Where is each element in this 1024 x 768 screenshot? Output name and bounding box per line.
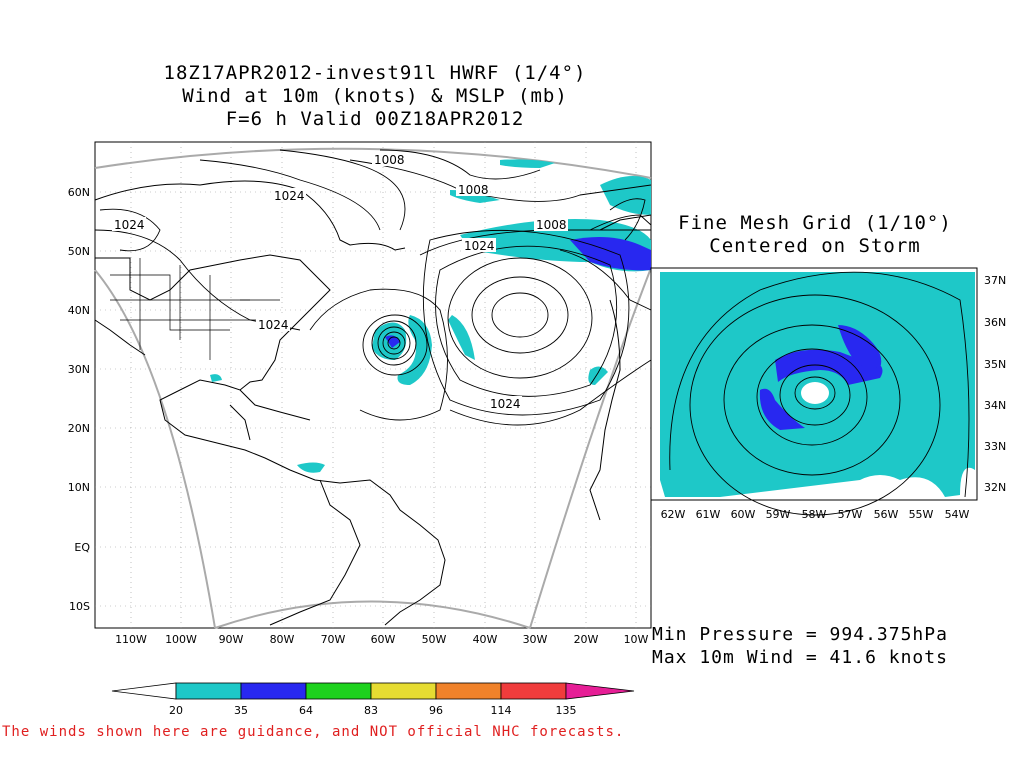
title-line-3: F=6 h Valid 00Z18APR2012 bbox=[225, 108, 525, 130]
lon-label: 40W bbox=[473, 633, 498, 646]
lon-label: 30W bbox=[523, 633, 548, 646]
disclaimer-text: The winds shown here are guidance, and N… bbox=[2, 724, 625, 740]
colorbar-tick: 83 bbox=[364, 704, 378, 717]
inset-lon-label: 61W bbox=[696, 508, 721, 521]
iso-1024-c: 1024 bbox=[464, 239, 495, 253]
lon-label: 80W bbox=[270, 633, 295, 646]
inset-lat-label: 33N bbox=[984, 440, 1006, 453]
lat-label: 20N bbox=[68, 422, 90, 435]
inset-title-line-2: Centered on Storm bbox=[709, 235, 921, 257]
iso-1024-e: 1024 bbox=[490, 397, 521, 411]
inset-map: 62W 61W 60W 59W 58W 57W 56W 55W 54W 37N … bbox=[650, 267, 1006, 521]
lat-label: 10S bbox=[69, 600, 90, 613]
wind-colorbar: 20 35 64 83 96 114 135 bbox=[111, 682, 635, 717]
iso-1008-c: 1008 bbox=[536, 218, 567, 232]
lon-label: 60W bbox=[371, 633, 396, 646]
inset-lon-label: 60W bbox=[731, 508, 756, 521]
inset-lat-label: 37N bbox=[984, 274, 1006, 287]
inset-lat-label: 32N bbox=[984, 481, 1006, 494]
lat-label: 10N bbox=[68, 481, 90, 494]
colorbar-tick: 64 bbox=[299, 704, 313, 717]
inset-lon-label: 57W bbox=[838, 508, 863, 521]
title-line-1: 18Z17APR2012-invest91l HWRF (1/4°) bbox=[163, 62, 587, 84]
inset-lat-label: 35N bbox=[984, 358, 1006, 371]
colorbar-tick: 20 bbox=[169, 704, 183, 717]
iso-1024-b: 1024 bbox=[114, 218, 145, 232]
inset-title-line-1: Fine Mesh Grid (1/10°) bbox=[678, 212, 952, 234]
inset-lon-label: 58W bbox=[802, 508, 827, 521]
lon-label: 50W bbox=[422, 633, 447, 646]
iso-1008-a: 1008 bbox=[374, 153, 405, 167]
lon-label: 100W bbox=[165, 633, 197, 646]
max-wind-text: Max 10m Wind = 41.6 knots bbox=[652, 647, 948, 668]
colorbar-tick: 135 bbox=[556, 704, 577, 717]
inset-lon-label: 54W bbox=[945, 508, 970, 521]
inset-lon-label: 62W bbox=[661, 508, 686, 521]
lat-label: EQ bbox=[74, 541, 90, 554]
iso-1008-b: 1008 bbox=[458, 183, 489, 197]
lon-label: 110W bbox=[115, 633, 147, 646]
min-pressure-text: Min Pressure = 994.375hPa bbox=[652, 624, 948, 645]
title-line-2: Wind at 10m (knots) & MSLP (mb) bbox=[182, 85, 568, 107]
inset-lat-label: 36N bbox=[984, 316, 1006, 329]
inset-lon-label: 59W bbox=[766, 508, 791, 521]
colorbar-tick: 96 bbox=[429, 704, 443, 717]
wind-shading bbox=[210, 159, 651, 473]
lat-label: 40N bbox=[68, 304, 90, 317]
lat-label: 30N bbox=[68, 363, 90, 376]
colorbar-tick: 35 bbox=[234, 704, 248, 717]
iso-1024-d: 1024 bbox=[258, 318, 289, 332]
lat-label: 60N bbox=[68, 186, 90, 199]
lat-label: 50N bbox=[68, 245, 90, 258]
lon-label: 20W bbox=[574, 633, 599, 646]
lon-label: 90W bbox=[219, 633, 244, 646]
lon-label: 10W bbox=[624, 633, 649, 646]
lon-label: 70W bbox=[321, 633, 346, 646]
inset-lat-label: 34N bbox=[984, 399, 1006, 412]
iso-1024-a: 1024 bbox=[274, 189, 305, 203]
inset-lon-label: 55W bbox=[909, 508, 934, 521]
colorbar-tick: 114 bbox=[491, 704, 512, 717]
inset-lon-label: 56W bbox=[874, 508, 899, 521]
